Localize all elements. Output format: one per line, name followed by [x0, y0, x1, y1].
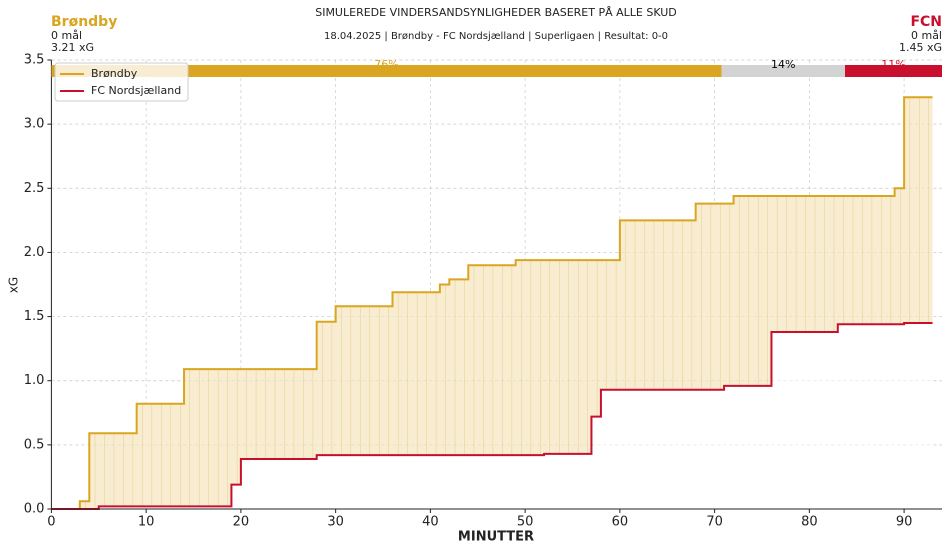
probability-label: 76%	[374, 58, 398, 71]
x-tick-label: 40	[422, 515, 439, 530]
x-tick-label: 90	[896, 515, 913, 530]
title: SIMULEREDE VINDERSANDSYNLIGHEDER BASERET…	[315, 6, 677, 19]
x-tick-label: 30	[327, 515, 344, 530]
x-tick-label: 70	[706, 515, 723, 530]
away-name: FCN	[910, 14, 942, 30]
y-tick-label: 2.5	[24, 181, 45, 196]
x-tick-label: 50	[517, 515, 534, 530]
fill-mask	[51, 322, 933, 509]
home-name: Brøndby	[51, 14, 117, 30]
probability-bar	[51, 65, 722, 77]
probability-label: 11%	[881, 58, 905, 71]
x-axis-label: MINUTTER	[458, 530, 534, 545]
probability-bar	[845, 65, 942, 77]
x-tick-label: 80	[801, 515, 818, 530]
probability-bar	[721, 65, 846, 77]
y-axis-label: xG	[7, 277, 21, 293]
y-tick-label: 2.0	[24, 245, 45, 260]
y-tick-label: 1.0	[24, 373, 45, 388]
y-tick-label: 3.5	[24, 53, 45, 68]
x-tick-label: 10	[138, 515, 155, 530]
legend-box	[54, 62, 189, 102]
subtitle: 18.04.2025 | Brøndby - FC Nordsjælland |…	[324, 31, 668, 42]
x-tick-label: 20	[233, 515, 250, 530]
home-goals: 0 mål	[51, 29, 82, 42]
step-line	[51, 96, 933, 510]
y-tick-label: 1.5	[24, 309, 45, 324]
y-tick-label: 3.0	[24, 117, 45, 132]
step-line	[51, 321, 933, 510]
probability-label: 14%	[771, 58, 795, 71]
x-tick-label: 60	[612, 515, 629, 530]
y-tick-label: 0.0	[24, 502, 45, 517]
legend: Brøndby FC Nordsjælland	[54, 62, 189, 102]
home-xg: 3.21 xG	[51, 41, 94, 54]
away-goals: 0 mål	[911, 29, 942, 42]
y-tick-label: 0.5	[24, 437, 45, 452]
legend-label: Brøndby	[91, 67, 138, 80]
away-xg: 1.45 xG	[899, 41, 942, 54]
x-tick-label: 0	[47, 515, 55, 530]
legend-label: FC Nordsjælland	[91, 84, 181, 97]
